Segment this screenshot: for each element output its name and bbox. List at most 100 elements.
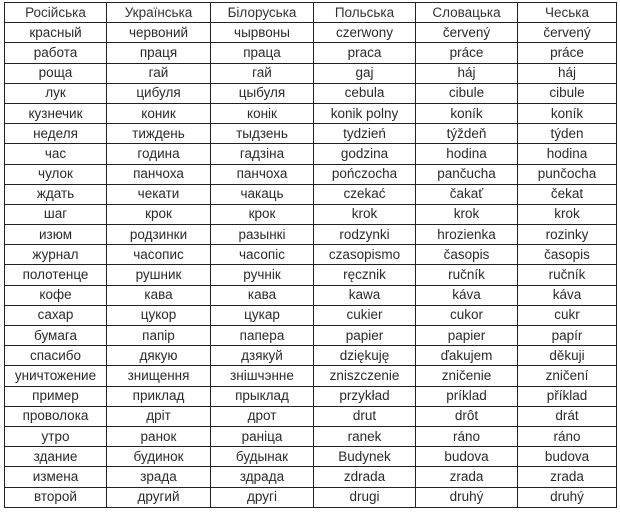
table-cell: ranek (313, 425, 416, 448)
table-cell: godzina (313, 143, 416, 165)
table-cell: koník (415, 102, 518, 125)
table-cell: измена (4, 466, 107, 488)
table-row: бумага папір папера papier papier papír (4, 324, 617, 347)
table-cell: háj (517, 62, 617, 84)
table-cell: časopis (517, 244, 617, 266)
table-cell: czekać (313, 183, 416, 205)
word-comparison-table-container: Російська Українська Білоруська Польська Сло… (4, 1, 617, 508)
table-cell: przykład (313, 385, 416, 407)
table-cell: часопіс (210, 244, 314, 266)
table-cell: pończocha (313, 163, 416, 185)
table-cell: другий (106, 486, 211, 508)
table-cell: цукор (106, 304, 211, 327)
table-row: шаг крок крок krok krok krok (4, 203, 617, 226)
table-cell: rodzynki (313, 224, 416, 246)
table-cell: Budynek (313, 446, 416, 468)
table-row: здание будинок будынак Budynek budova budova (4, 446, 617, 468)
table-cell: будинок (106, 446, 211, 468)
table-cell: kawa (313, 284, 416, 306)
table-cell: papier (313, 324, 416, 347)
table-cell: изюм (4, 224, 107, 246)
table-cell: панчоха (106, 163, 211, 185)
table-row: уничтожение знищення знішчэнне zniszczenie z… (4, 365, 617, 387)
table-cell: пример (4, 385, 107, 407)
table-row: журнал часопис часопіс czasopismo časopis čas… (4, 244, 617, 266)
table-cell: бумага (4, 324, 107, 347)
table-cell: чекати (106, 183, 211, 205)
table-cell: punčocha (517, 163, 617, 185)
table-cell: ďakujem (415, 345, 518, 367)
table-cell: сахар (4, 304, 107, 327)
table-row: роща гай гай gaj háj háj (4, 62, 617, 84)
table-cell: папір (106, 324, 211, 347)
table-row: час година гадзіна godzina hodina hodina (4, 143, 617, 165)
table-cell: háj (415, 62, 518, 84)
table-cell: hrozienka (415, 224, 518, 246)
table-cell: czerwony (313, 22, 416, 44)
table-cell: zrada (517, 466, 617, 488)
table-cell: второй (4, 486, 107, 508)
table-cell: здрада (210, 466, 314, 488)
table-cell: týden (517, 123, 617, 145)
table-cell: ručník (517, 264, 617, 286)
column-header: Білоруська (210, 1, 314, 24)
table-cell: знішчэнне (210, 365, 314, 387)
table-cell: zničení (517, 365, 617, 387)
table-cell: лук (4, 82, 107, 104)
column-header: Російська (4, 1, 107, 24)
table-cell: cibule (415, 82, 518, 104)
table-cell: кузнечик (4, 102, 107, 125)
table-cell: здание (4, 446, 107, 468)
table-cell: hodina (415, 143, 518, 165)
table-row: проволока дріт дрот drut drôt drát (4, 405, 617, 427)
table-cell: година (106, 143, 211, 165)
table-row: полотенце рушник ручнік ręcznik ručník ručník (4, 264, 617, 286)
table-cell: červený (517, 22, 617, 44)
table-cell: týždeň (415, 123, 518, 145)
table-cell: rozinky (517, 224, 617, 246)
table-cell: čakať (415, 183, 518, 205)
table-cell: дрот (210, 405, 314, 427)
table-cell: příklad (517, 385, 617, 407)
table-cell: cibule (517, 82, 617, 104)
table-cell: ручнік (210, 264, 314, 286)
table-cell: drát (517, 405, 617, 427)
table-cell: ráno (517, 425, 617, 448)
table-cell: děkuji (517, 345, 617, 367)
table-row: измена зрада здрада zdrada zrada zrada (4, 466, 617, 488)
table-cell: крок (210, 203, 314, 226)
table-cell: дріт (106, 405, 211, 427)
table-cell: drut (313, 405, 416, 427)
table-cell: роща (4, 62, 107, 84)
table-cell: часопис (106, 244, 211, 266)
table-cell: разынкі (210, 224, 314, 246)
table-row: неделя тиждень тыдзень tydzień týždeň týden (4, 123, 617, 145)
table-cell: папера (210, 324, 314, 347)
table-cell: червоний (106, 22, 211, 44)
table-cell: práce (517, 42, 617, 64)
table-cell: праця (106, 42, 211, 64)
table-cell: крок (106, 203, 211, 226)
table-cell: zrada (415, 466, 518, 488)
table-cell: druhý (517, 486, 617, 508)
table-cell: ждать (4, 183, 107, 205)
word-comparison-table: Російська Українська Білоруська Польська Сло… (4, 1, 617, 508)
table-row: пример приклад прыклад przykład príklad příkl… (4, 385, 617, 407)
table-cell: dziękuję (313, 345, 416, 367)
table-cell: дякую (106, 345, 211, 367)
table-row: работа праця праца praca práce práce (4, 42, 617, 64)
table-body: Російська Українська Білоруська Польська Сло… (4, 1, 617, 508)
table-row: второй другий другі drugi druhý druhý (4, 486, 617, 508)
table-cell: zdrada (313, 466, 416, 488)
table-cell: коник (106, 102, 211, 125)
table-cell: ručník (415, 264, 518, 286)
table-cell: шаг (4, 203, 107, 226)
table-cell: прыклад (210, 385, 314, 407)
table-cell: práce (415, 42, 518, 64)
table-cell: красный (4, 22, 107, 44)
table-cell: koník (517, 102, 617, 125)
table-cell: кава (210, 284, 314, 306)
table-cell: конік (210, 102, 314, 125)
table-cell: druhý (415, 486, 518, 508)
table-cell: праца (210, 42, 314, 64)
